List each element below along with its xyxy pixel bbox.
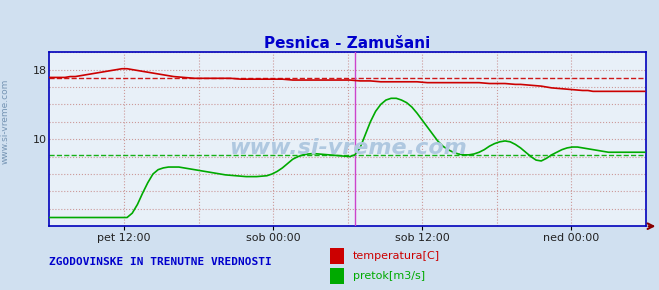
Text: temperatura[C]: temperatura[C] [353, 251, 440, 261]
Text: ZGODOVINSKE IN TRENUTNE VREDNOSTI: ZGODOVINSKE IN TRENUTNE VREDNOSTI [49, 257, 272, 267]
Title: Pesnica - Zamušani: Pesnica - Zamušani [264, 36, 431, 51]
Text: pretok[m3/s]: pretok[m3/s] [353, 271, 424, 281]
Text: www.si-vreme.com: www.si-vreme.com [1, 79, 10, 164]
Text: www.si-vreme.com: www.si-vreme.com [229, 138, 467, 158]
